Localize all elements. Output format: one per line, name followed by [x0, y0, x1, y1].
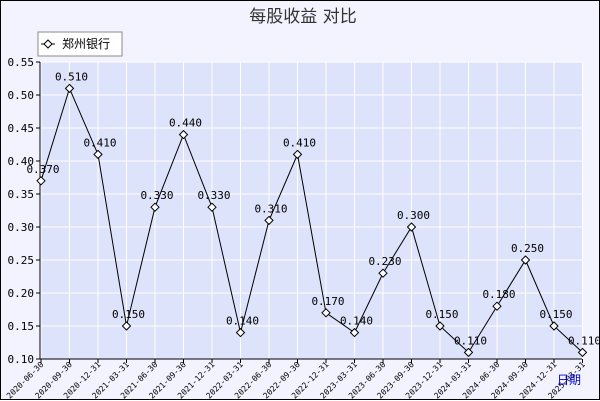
- data-labels: 0.370 0.510 0.410 0.150 0.330 0.440 0.330 0.140…: [26, 70, 600, 347]
- data-label: 0.330: [140, 189, 173, 202]
- y-tick-label: 0.40: [8, 155, 35, 168]
- axes: [39, 62, 582, 360]
- data-point: [264, 215, 274, 226]
- data-point: [64, 83, 75, 94]
- data-point: [178, 129, 189, 140]
- data-point: [577, 347, 588, 358]
- series-layer: [36, 83, 588, 358]
- data-point: [321, 308, 331, 318]
- data-label: 0.170: [311, 295, 344, 308]
- legend-label: 郑州银行: [62, 36, 110, 51]
- data-label: 0.140: [340, 315, 373, 328]
- y-tick-label: 0.30: [8, 221, 35, 234]
- y-tick-label: 0.50: [8, 89, 35, 102]
- data-label: 0.410: [283, 136, 316, 149]
- y-tick-label: 0.55: [8, 56, 35, 69]
- chart-title: 每股收益 对比: [249, 7, 356, 27]
- y-tick-label: 0.45: [8, 122, 35, 135]
- y-tick-label: 0.15: [8, 320, 35, 333]
- data-label: 0.150: [112, 308, 145, 321]
- legend-marker-icon: [43, 39, 53, 49]
- data-label: 0.370: [26, 163, 59, 176]
- data-label: 0.510: [55, 70, 88, 83]
- y-tick-labels: 0.10 0.15 0.20 0.25 0.30 0.35 0.40 0.45 0.50 0.55: [8, 56, 40, 366]
- data-label: 0.140: [226, 315, 259, 328]
- data-point: [93, 149, 103, 160]
- data-label: 0.230: [368, 255, 401, 268]
- data-point: [378, 268, 388, 278]
- data-label: 0.180: [482, 288, 515, 301]
- data-point: [520, 255, 531, 265]
- data-point: [150, 202, 160, 212]
- data-point: [349, 327, 360, 338]
- y-tick-label: 0.25: [8, 254, 35, 267]
- data-label: 0.250: [511, 242, 544, 255]
- data-point: [36, 176, 46, 186]
- data-point: [292, 149, 303, 160]
- data-label: 0.150: [539, 308, 572, 321]
- y-tick-label: 0.20: [8, 287, 35, 300]
- data-label: 0.330: [197, 189, 230, 202]
- legend: 郑州银行: [37, 31, 123, 57]
- y-tick-label: 0.10: [8, 353, 35, 366]
- data-point: [549, 321, 559, 331]
- data-label: 0.310: [254, 202, 287, 215]
- data-label: 0.150: [425, 308, 458, 321]
- data-label: 0.110: [454, 334, 487, 347]
- data-point: [492, 301, 502, 311]
- x-axis-label: 日期: [557, 373, 581, 387]
- data-point: [235, 327, 246, 338]
- series-line: [40, 86, 583, 354]
- data-point: [435, 321, 445, 331]
- y-tick-label: 0.35: [8, 188, 35, 201]
- data-point: [121, 321, 132, 331]
- data-point: [406, 222, 417, 232]
- x-tick-labels: 2020-06-302020-09-302020-12-312021-03-31…: [5, 359, 587, 400]
- data-point: [207, 202, 217, 212]
- data-point: [463, 347, 474, 358]
- data-label: 0.410: [83, 136, 116, 149]
- data-label: 0.110: [568, 334, 600, 347]
- data-label: 0.440: [169, 117, 202, 130]
- data-label: 0.300: [397, 209, 430, 222]
